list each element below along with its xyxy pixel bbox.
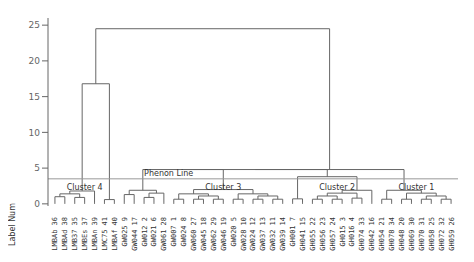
svg-text:GH059 26: GH059 26 bbox=[448, 217, 456, 251]
svg-text:LMBAn 39: LMBAn 39 bbox=[91, 217, 99, 251]
svg-text:GH054 21: GH054 21 bbox=[378, 217, 386, 251]
svg-text:LMB37 35: LMB37 35 bbox=[71, 217, 79, 251]
svg-text:GH078 34: GH078 34 bbox=[388, 217, 396, 251]
svg-text:GH055 22: GH055 22 bbox=[309, 217, 317, 251]
svg-text:GW044 17: GW044 17 bbox=[131, 217, 139, 251]
svg-text:10: 10 bbox=[29, 128, 41, 138]
svg-text:GW028 10: GW028 10 bbox=[240, 217, 248, 251]
svg-text:GW007 1: GW007 1 bbox=[170, 217, 178, 247]
svg-text:GW032 11: GW032 11 bbox=[269, 217, 277, 251]
svg-text:GH056 23: GH056 23 bbox=[319, 217, 327, 251]
svg-text:GH016 4: GH016 4 bbox=[348, 217, 356, 247]
svg-text:15: 15 bbox=[29, 92, 40, 102]
svg-text:5: 5 bbox=[34, 163, 40, 173]
svg-text:GW046 19: GW046 19 bbox=[220, 217, 228, 251]
svg-text:GW062 29: GW062 29 bbox=[210, 217, 218, 251]
svg-text:Cluster 3: Cluster 3 bbox=[205, 183, 241, 192]
svg-text:GH042 16: GH042 16 bbox=[368, 217, 376, 251]
svg-text:GW024 12: GW024 12 bbox=[249, 217, 257, 251]
svg-text:GH041 15: GH041 15 bbox=[299, 217, 307, 251]
svg-text:GW060 27: GW060 27 bbox=[190, 217, 198, 251]
svg-text:Cluster 4: Cluster 4 bbox=[67, 183, 103, 192]
svg-text:GW025 9: GW025 9 bbox=[121, 217, 129, 247]
svg-text:GH074 33: GH074 33 bbox=[358, 217, 366, 251]
svg-text:Phenon Line: Phenon Line bbox=[144, 169, 193, 178]
svg-text:GH048 20: GH048 20 bbox=[398, 217, 406, 251]
svg-text:GH070 31: GH070 31 bbox=[418, 217, 426, 251]
svg-text:GH001 7: GH001 7 bbox=[289, 217, 297, 247]
svg-text:LMC75 41: LMC75 41 bbox=[101, 217, 109, 251]
svg-text:GW039 14: GW039 14 bbox=[279, 217, 287, 251]
svg-text:GW037 13: GW037 13 bbox=[259, 217, 267, 251]
svg-text:0: 0 bbox=[34, 199, 40, 209]
svg-text:GW020 5: GW020 5 bbox=[230, 217, 238, 247]
svg-text:GW021 6: GW021 6 bbox=[150, 217, 158, 247]
svg-text:GH015 3: GH015 3 bbox=[339, 217, 347, 247]
svg-text:GW012 2: GW012 2 bbox=[141, 217, 149, 247]
svg-text:GH072 32: GH072 32 bbox=[438, 217, 446, 251]
svg-text:Cluster 1: Cluster 1 bbox=[398, 183, 434, 192]
html-text:Label Num: Label Num bbox=[8, 203, 17, 246]
svg-text:GH069 30: GH069 30 bbox=[408, 217, 416, 251]
svg-text:GW061 28: GW061 28 bbox=[160, 217, 168, 251]
svg-text:GH057 24: GH057 24 bbox=[329, 217, 337, 251]
svg-text:LMBAb 36: LMBAb 36 bbox=[51, 217, 59, 251]
svg-text:LMBEs 37: LMBEs 37 bbox=[81, 217, 89, 251]
svg-text:LMBAf 40: LMBAf 40 bbox=[111, 217, 119, 251]
svg-text:LMBAd 38: LMBAd 38 bbox=[61, 217, 69, 251]
svg-text:Cluster 2: Cluster 2 bbox=[319, 183, 355, 192]
svg-text:GW024 8: GW024 8 bbox=[180, 217, 188, 247]
svg-text:GH058 25: GH058 25 bbox=[428, 217, 436, 251]
svg-text:GW045 18: GW045 18 bbox=[200, 217, 208, 251]
svg-text:25: 25 bbox=[29, 20, 40, 30]
svg-text:20: 20 bbox=[29, 56, 41, 66]
